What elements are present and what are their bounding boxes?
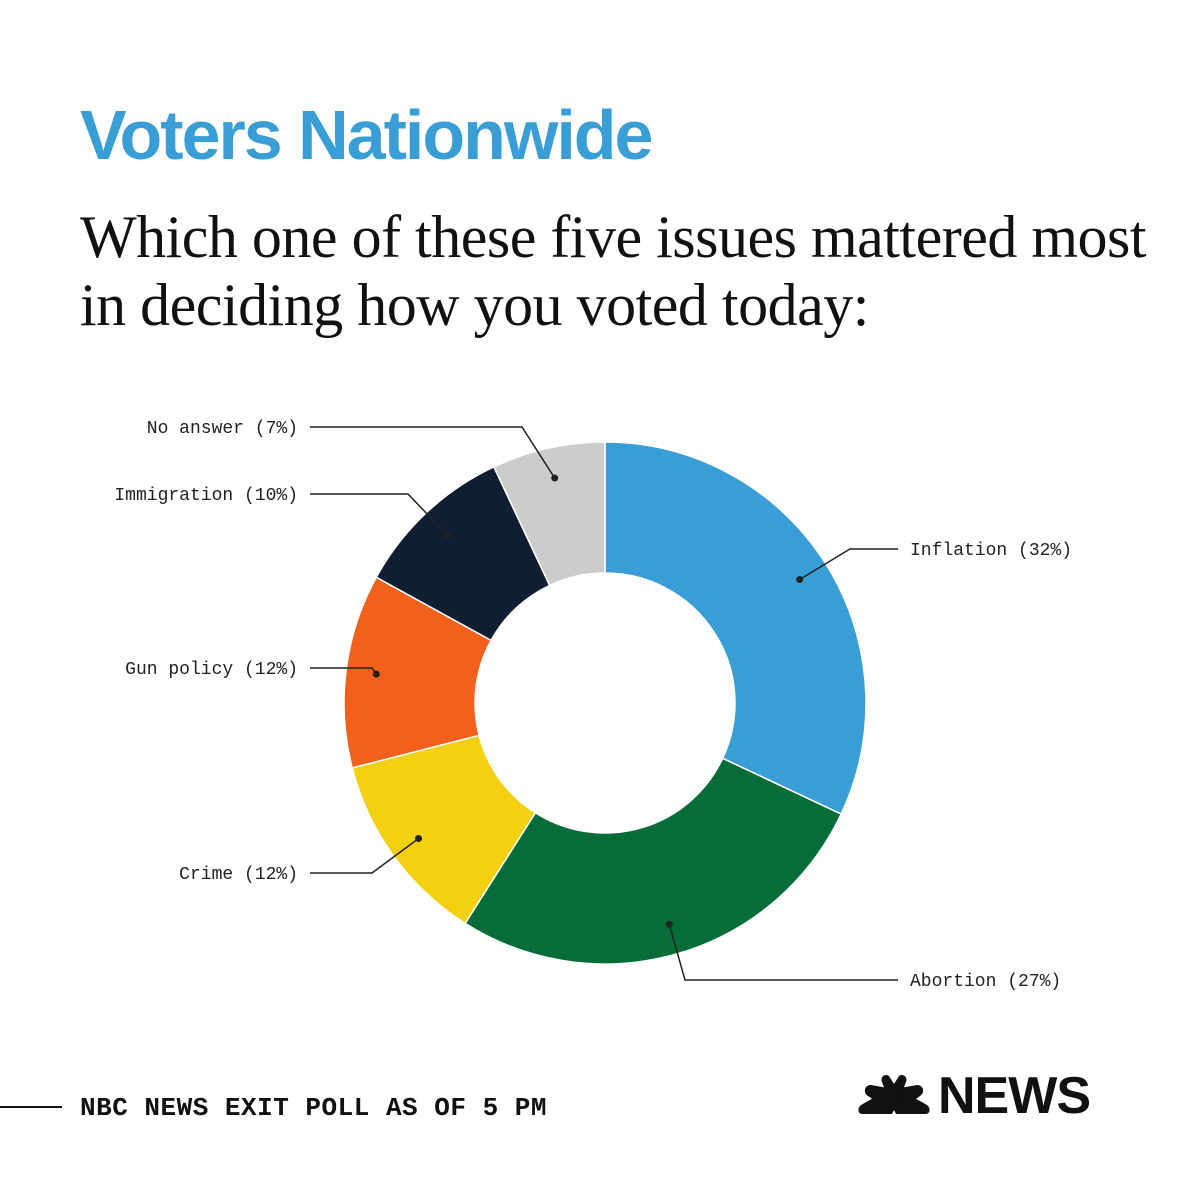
donut-slices (343, 441, 867, 965)
slice-label: Inflation (32%) (910, 541, 1072, 561)
slice-labels: Inflation (32%) Abortion (27%) Crime (12%)… (114, 419, 1072, 992)
slice-label: Crime (12%) (179, 865, 298, 885)
chart-title: Voters Nationwide (80, 96, 653, 174)
leader-dot (415, 834, 423, 842)
slice-label: Gun policy (12%) (125, 660, 298, 680)
leader-line (310, 837, 419, 874)
leader-dot (372, 670, 380, 678)
leader-line (799, 548, 898, 581)
leader-dot (796, 575, 804, 583)
leader-dot (665, 920, 673, 928)
donut-slice (604, 441, 867, 816)
logo-wordmark: NEWS (938, 1067, 1091, 1125)
label-leaders (310, 426, 898, 981)
slice-label: No answer (7%) (147, 419, 298, 439)
donut-chart: Inflation (32%) Abortion (27%) Crime (12%)… (114, 419, 1072, 992)
leader-line (310, 493, 448, 536)
donut-slice (464, 757, 843, 965)
peacock-icon (858, 1074, 930, 1116)
footer-rule (0, 1106, 62, 1108)
leader-dot (443, 531, 451, 539)
slice-label: Abortion (27%) (910, 972, 1061, 992)
leader-line (668, 924, 898, 981)
donut-slice (492, 441, 606, 587)
leader-line (310, 426, 556, 479)
nbc-news-logo: NEWS (858, 1067, 1123, 1125)
chart-subtitle: Which one of these five issues mattered … (80, 204, 1147, 338)
footer-source: NBC NEWS EXIT POLL AS OF 5 PM (80, 1093, 547, 1123)
slice-label: Immigration (10%) (114, 486, 298, 506)
leader-dot (551, 474, 559, 482)
